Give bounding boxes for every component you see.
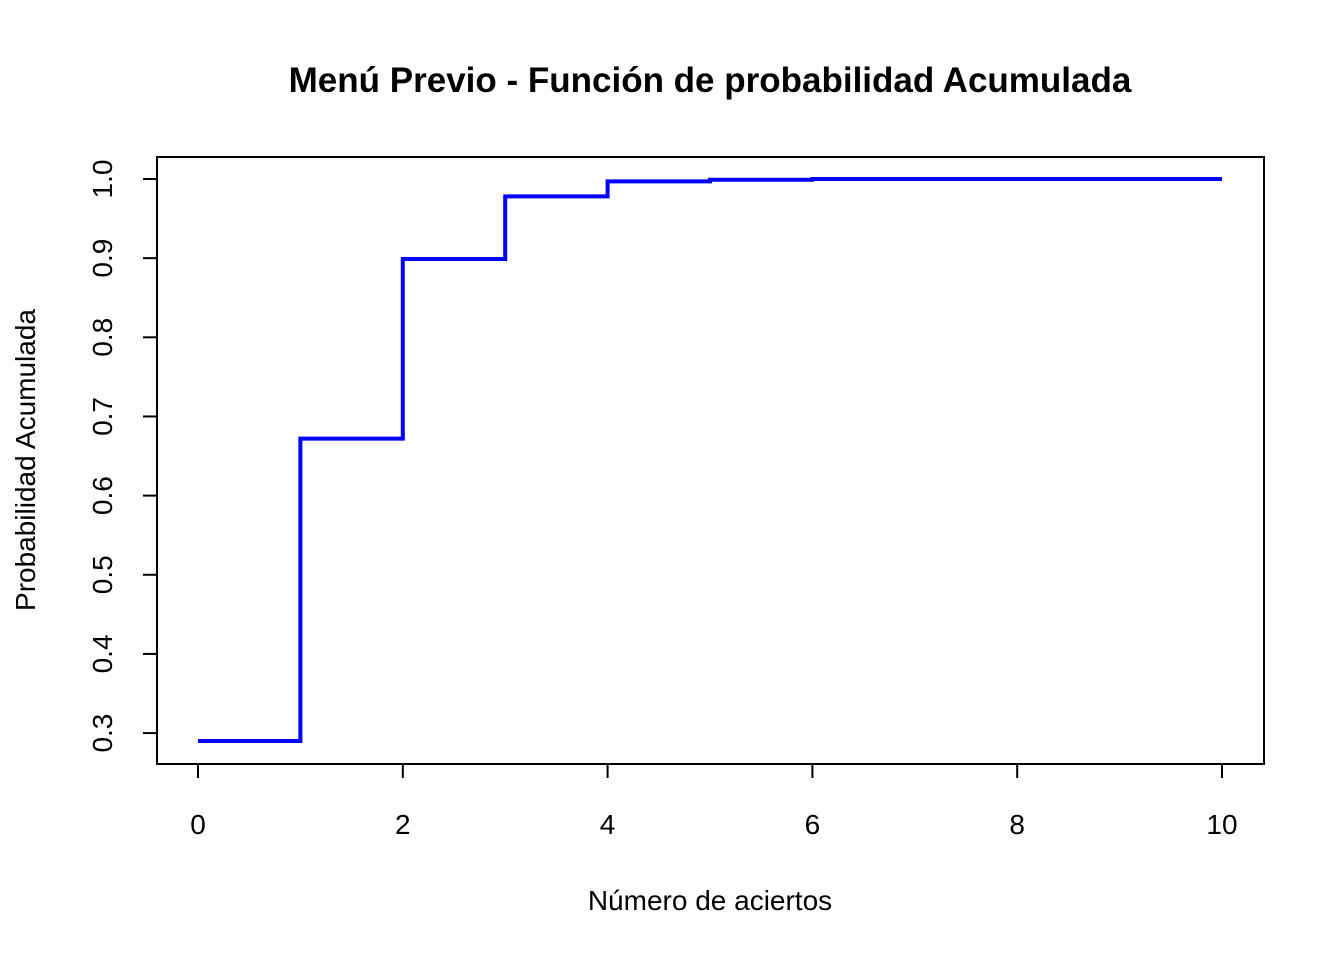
y-tick-label: 0.9 [87,239,118,278]
x-tick-label: 2 [395,809,411,840]
y-tick-label: 0.6 [87,476,118,515]
chart-title: Menú Previo - Función de probabilidad Ac… [289,61,1132,100]
y-tick-label: 0.5 [87,555,118,594]
plot-frame [156,156,1265,765]
x-tick-label: 0 [190,809,206,840]
y-tick-label: 0.8 [87,318,118,357]
y-tick-label: 1.0 [87,160,118,199]
x-tick-label: 6 [805,809,821,840]
x-tick-label: 8 [1009,809,1025,840]
x-axis: 0 2 4 6 8 10 [190,764,1238,840]
series-line [198,177,1222,743]
y-tick-label: 0.3 [87,714,118,753]
y-axis-label: Probabilidad Acumulada [10,309,41,611]
x-tick-label: 4 [600,809,616,840]
y-axis: 0.3 0.4 0.5 0.6 0.7 0.8 0.9 1.0 [87,160,157,753]
series-layer [198,177,1222,743]
y-tick-label: 0.7 [87,397,118,436]
y-tick-label: 0.4 [87,634,118,673]
x-axis-label: Número de aciertos [588,885,832,916]
x-tick-label: 10 [1206,809,1237,840]
